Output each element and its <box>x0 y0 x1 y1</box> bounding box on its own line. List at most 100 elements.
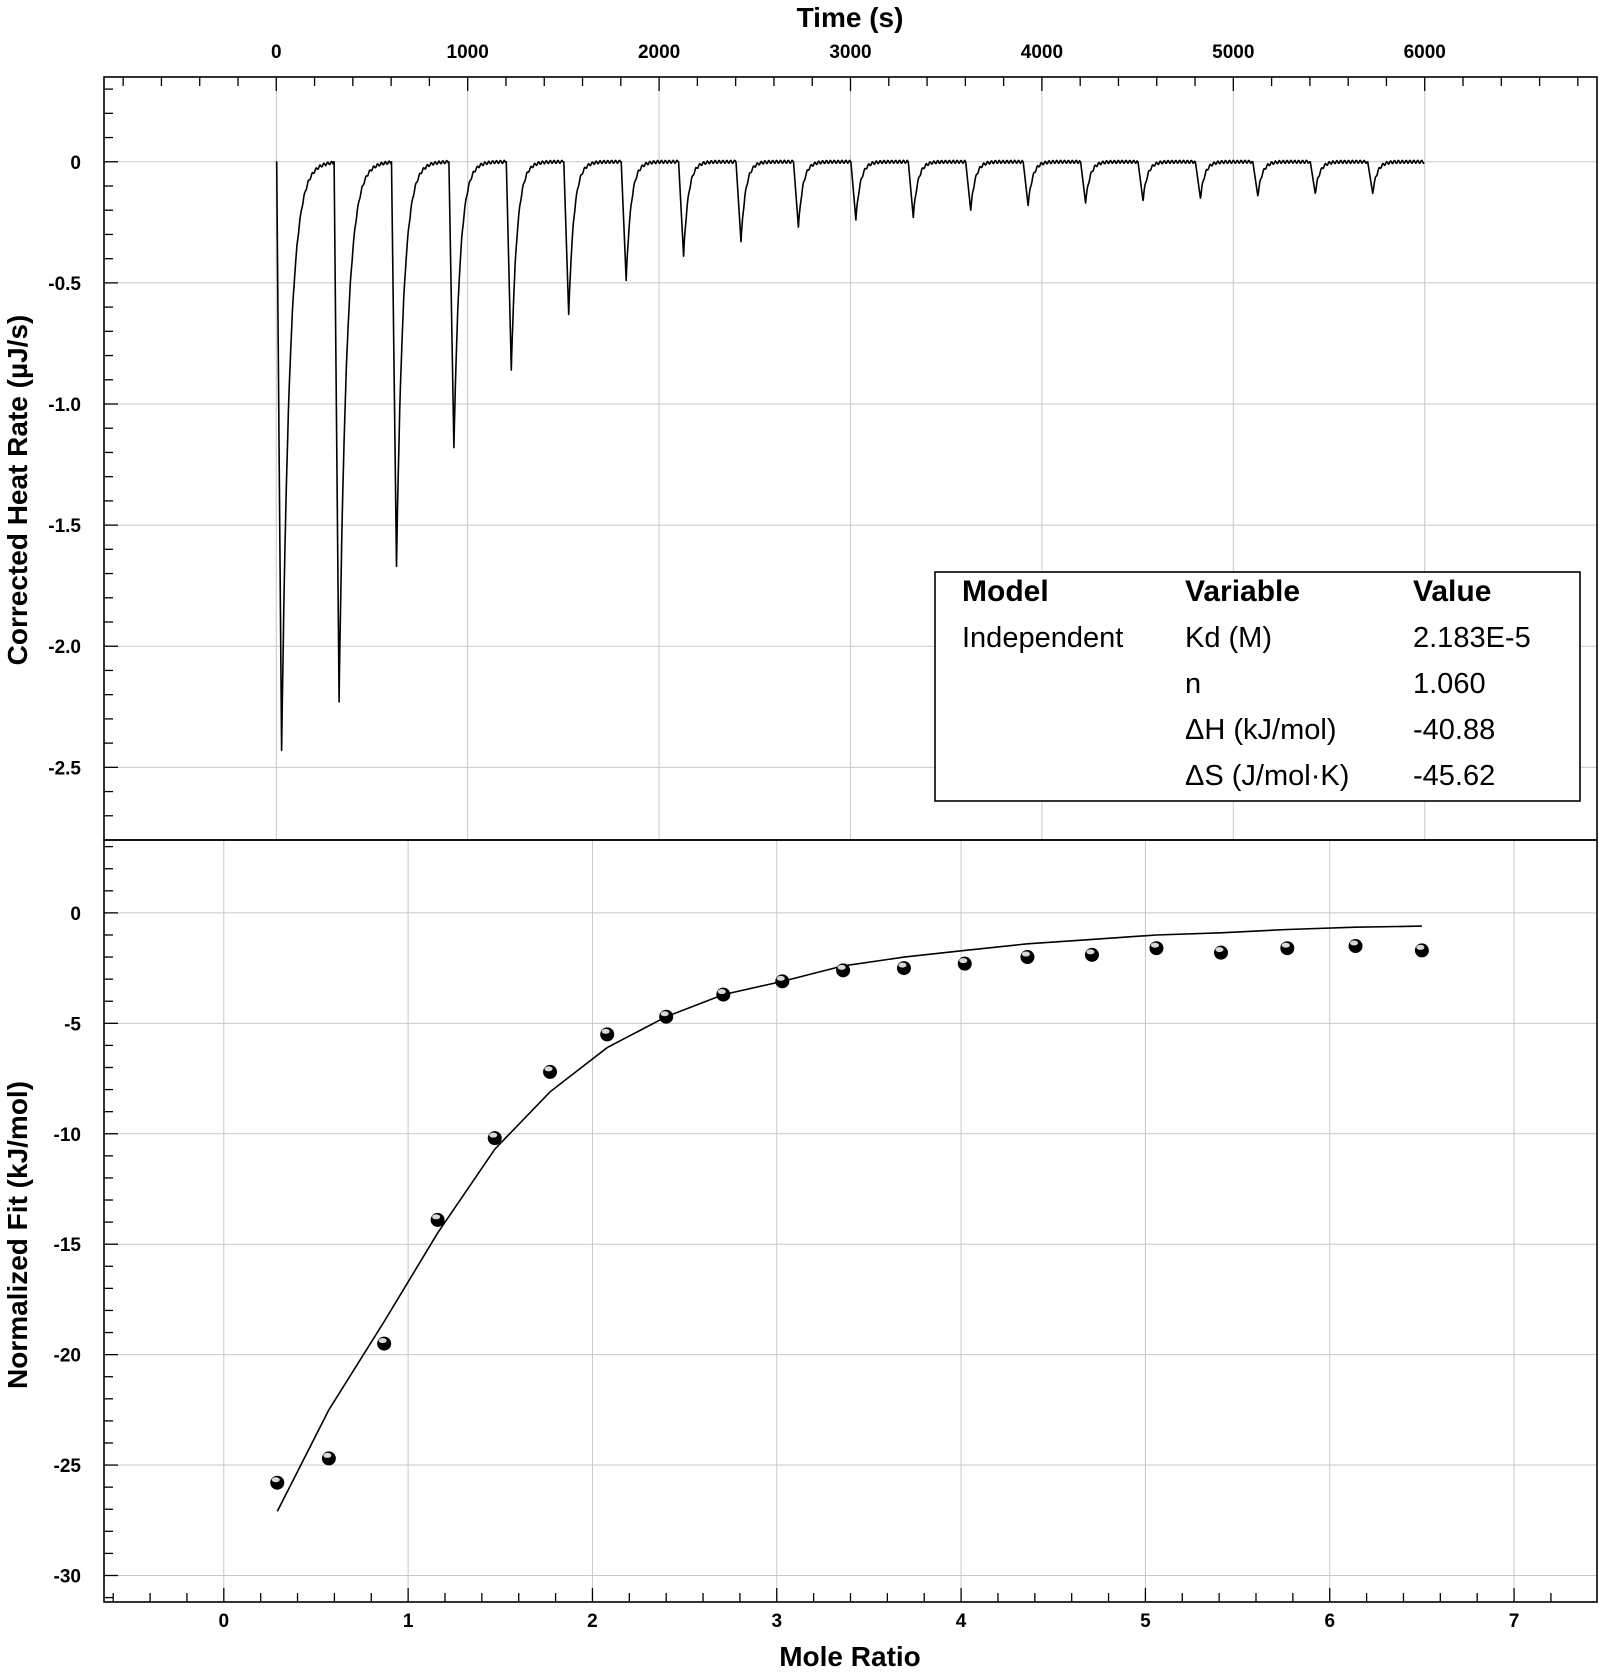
legend-header-variable: Variable <box>1185 575 1300 608</box>
data-point-highlight <box>544 1066 553 1072</box>
data-point-highlight <box>1215 947 1224 953</box>
data-point <box>430 1212 445 1227</box>
data-point <box>1213 945 1228 960</box>
data-point-highlight <box>1281 942 1290 948</box>
normalized-fit-grid <box>104 840 1597 1602</box>
normalized-fit-tick-label: -30 <box>54 1566 81 1587</box>
time-tick-label: 6000 <box>1404 42 1446 63</box>
normalized-fit-tick-labels: 0 -5 -10 -15 -20 -25 -30 <box>54 904 82 1588</box>
data-point-highlight <box>1150 942 1159 948</box>
legend-header-value: Value <box>1413 575 1491 608</box>
data-point-highlight <box>271 1477 280 1483</box>
data-point <box>896 961 911 976</box>
data-point-highlight <box>1021 951 1030 957</box>
heat-rate-trace <box>275 159 1425 752</box>
data-point <box>377 1336 392 1351</box>
data-point-highlight <box>717 989 726 995</box>
data-point <box>716 987 731 1002</box>
data-point <box>1149 941 1164 956</box>
normalized-fit-tick-label: -5 <box>64 1014 81 1035</box>
heat-rate-ticks <box>104 77 1579 817</box>
data-point-highlight <box>898 962 907 968</box>
time-tick-labels: 0 1000 2000 3000 4000 5000 6000 <box>271 42 1446 63</box>
data-point <box>600 1027 615 1042</box>
mole-ratio-tick-label: 3 <box>771 1611 782 1632</box>
data-point <box>957 956 972 971</box>
time-tick-label: 3000 <box>829 42 871 63</box>
legend-header-model: Model <box>962 575 1049 608</box>
time-tick-label: 1000 <box>447 42 489 63</box>
data-point-highlight <box>432 1214 441 1220</box>
heat-rate-axis-title: Corrected Heat Rate (µJ/s) <box>2 315 33 666</box>
time-tick-label: 5000 <box>1212 42 1254 63</box>
mole-ratio-tick-label: 0 <box>219 1611 230 1632</box>
data-point <box>1414 943 1429 958</box>
mole-ratio-tick-labels: 0 1 2 3 4 5 6 7 <box>219 1611 1520 1632</box>
mole-ratio-tick-label: 5 <box>1140 1611 1151 1632</box>
data-point-highlight <box>323 1452 332 1458</box>
legend-box <box>934 571 1581 802</box>
mole-ratio-tick-label: 4 <box>956 1611 967 1632</box>
mole-ratio-tick-label: 2 <box>587 1611 598 1632</box>
legend-model-value: Independent <box>962 622 1123 654</box>
data-point <box>1348 939 1363 954</box>
time-tick-label: 2000 <box>638 42 680 63</box>
mole-ratio-tick-label: 6 <box>1324 1611 1335 1632</box>
normalized-fit-tick-label: -15 <box>54 1235 82 1256</box>
bottom-panel-frame <box>103 839 1598 1603</box>
data-point <box>836 963 851 978</box>
legend-variable-n: n <box>1185 668 1201 700</box>
data-point <box>1020 950 1035 965</box>
fit-parameters-legend: Model Variable Value Independent Kd (M) … <box>934 571 1581 802</box>
data-point <box>270 1475 285 1490</box>
time-tick-label: 4000 <box>1021 42 1063 63</box>
heat-rate-tick-label: -2.0 <box>48 637 81 658</box>
data-point <box>775 974 790 989</box>
normalized-fit-tick-label: -10 <box>54 1125 81 1146</box>
data-point-highlight <box>837 964 846 970</box>
data-point-highlight <box>1350 940 1359 946</box>
time-axis-title: Time (s) <box>797 2 904 33</box>
time-tick-label: 0 <box>271 42 282 63</box>
normalized-fit-tick-label: -20 <box>54 1346 81 1367</box>
data-point <box>543 1064 558 1079</box>
data-point-highlight <box>489 1132 498 1138</box>
fit-curve <box>276 925 1422 1512</box>
heat-rate-tick-label: -1.0 <box>48 395 81 416</box>
data-point-highlight <box>378 1338 387 1344</box>
normalized-fit-axis-title: Normalized Fit (kJ/mol) <box>2 1081 33 1389</box>
data-point <box>321 1451 336 1466</box>
heat-rate-tick-label: -0.5 <box>48 274 81 295</box>
data-point-highlight <box>776 975 785 981</box>
data-point <box>659 1009 674 1024</box>
legend-variable-ds: ΔS (J/mol·K) <box>1185 760 1349 792</box>
data-point-highlight <box>1086 949 1095 955</box>
data-point-highlight <box>660 1011 669 1017</box>
data-point-highlight <box>959 958 968 964</box>
data-point-highlight <box>601 1028 610 1034</box>
normalized-fit-tick-label: -25 <box>54 1456 82 1477</box>
data-points <box>270 939 1429 1490</box>
mole-ratio-tick-label: 7 <box>1509 1611 1520 1632</box>
normalized-fit-panel: 0 1 2 3 4 5 6 7 0 -5 -10 -15 -20 -25 -30 Mole Ratio N… <box>2 840 1597 1672</box>
legend-value-n: 1.060 <box>1413 668 1486 700</box>
heat-rate-tick-label: 0 <box>70 153 81 174</box>
legend-value-kd: 2.183E-5 <box>1413 622 1531 654</box>
legend-value-ds: -45.62 <box>1413 760 1495 792</box>
data-point <box>1280 941 1295 956</box>
normalized-fit-tick-label: 0 <box>70 904 81 925</box>
legend-value-dh: -40.88 <box>1413 714 1495 746</box>
heat-rate-tick-label: -1.5 <box>48 516 81 537</box>
legend-variable-dh: ΔH (kJ/mol) <box>1185 714 1336 746</box>
data-point-highlight <box>1416 944 1425 950</box>
heat-rate-tick-label: -2.5 <box>48 758 81 779</box>
mole-ratio-tick-label: 1 <box>403 1611 414 1632</box>
heat-rate-panel: 0 1000 2000 3000 4000 5000 6000 0 -0.5 -1.0 -1.5 -… <box>2 2 1597 840</box>
data-point <box>1084 947 1099 962</box>
mole-ratio-axis-title: Mole Ratio <box>779 1641 921 1672</box>
heat-rate-tick-labels: 0 -0.5 -1.0 -1.5 -2.0 -2.5 <box>48 153 81 780</box>
normalized-fit-ticks <box>104 845 1552 1602</box>
legend-variable-kd: Kd (M) <box>1185 622 1272 654</box>
data-point <box>487 1131 502 1146</box>
